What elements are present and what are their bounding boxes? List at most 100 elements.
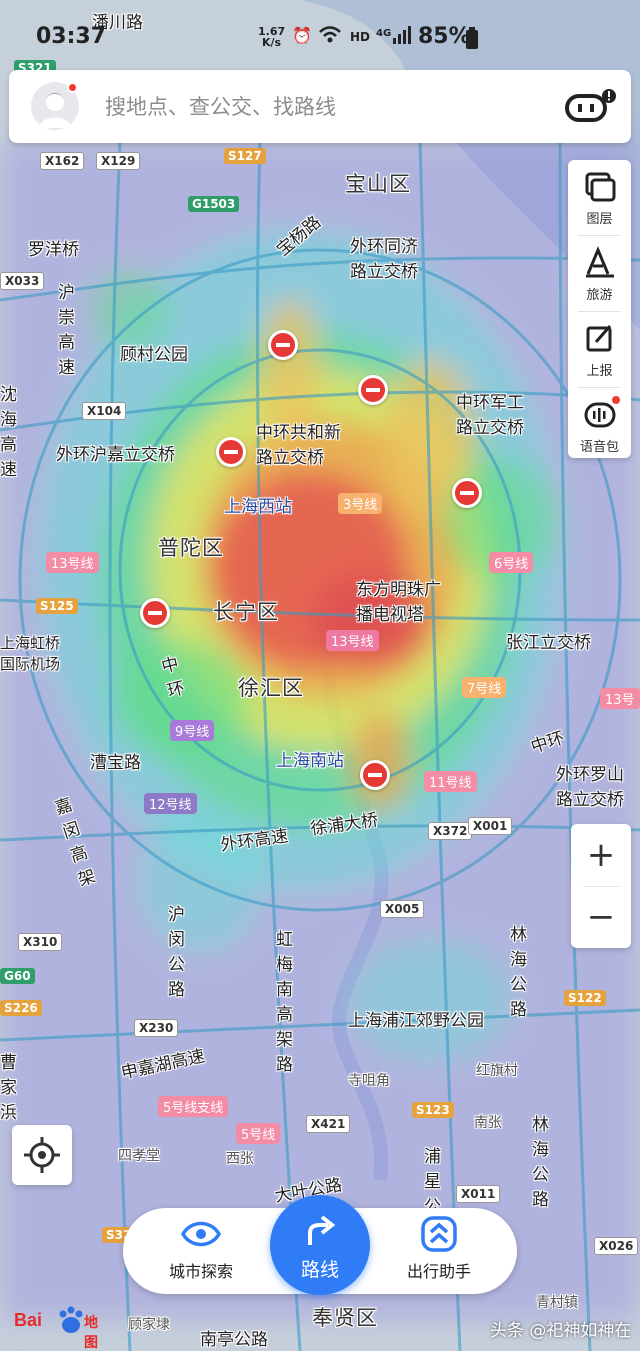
road-closure-icon[interactable]	[358, 375, 388, 405]
locate-icon	[24, 1137, 60, 1173]
map-label: 南亭公路	[200, 1330, 268, 1350]
map-label: 寺咀角	[348, 1073, 390, 1089]
road-shield: X230	[134, 1019, 179, 1037]
city-explore-label: 城市探索	[168, 1262, 233, 1281]
road-shield: G60	[0, 968, 35, 984]
map-label-district: 奉贤区	[312, 1306, 378, 1330]
map-label: 上海西站	[224, 497, 292, 517]
search-input[interactable]	[105, 88, 485, 126]
travel-assistant-button[interactable]: 出行助手	[379, 1208, 499, 1294]
divider	[578, 235, 621, 236]
road-shield: X104	[82, 402, 127, 420]
metro-line-tag: 5号线	[236, 1123, 281, 1144]
travel-button[interactable]: 旅游	[568, 236, 631, 310]
city-explore-button[interactable]: 城市探索	[141, 1208, 261, 1294]
metro-line-tag: 6号线	[489, 552, 534, 573]
alarm-icon: ⏰	[292, 26, 312, 45]
voice-pack-button[interactable]: 语音包	[568, 388, 631, 462]
map-label: 外环同济路立交桥	[350, 237, 418, 282]
map-label: 上海虹桥国际机场	[0, 634, 61, 673]
travel-icon	[586, 246, 614, 278]
divider	[578, 311, 621, 312]
assistant-icon	[421, 1216, 457, 1252]
report-icon	[586, 325, 612, 352]
road-shield: S122	[564, 990, 606, 1006]
road-closure-icon[interactable]	[360, 760, 390, 790]
map-label-district: 长宁区	[213, 600, 279, 624]
cell-type: 4G	[376, 28, 392, 39]
baidu-map-logo: Bai 地图	[14, 1304, 106, 1351]
brand-name: Bai	[14, 1310, 43, 1330]
wifi-icon	[318, 26, 342, 48]
road-shield: X026	[594, 1237, 639, 1255]
map-label-district: 普陀区	[158, 536, 224, 560]
tool-label: 上报	[586, 364, 613, 379]
map-label: 中环军工路立交桥	[456, 393, 524, 438]
route-button[interactable]: 路线	[270, 1195, 370, 1295]
map-label: 潘川路	[92, 13, 143, 33]
search-bar[interactable]	[9, 70, 631, 143]
divider	[583, 886, 619, 887]
tool-label: 图层	[586, 212, 613, 227]
metro-line-tag: 13号线	[46, 552, 99, 573]
road-closure-icon[interactable]	[452, 478, 482, 508]
zoom-in-button[interactable]: +	[586, 835, 616, 875]
road-shield: X421	[306, 1115, 351, 1133]
status-bar: 03:37 1.67 K/s ⏰ HD 4G 85%	[0, 0, 640, 62]
map-label: 红旗村	[476, 1063, 518, 1079]
layers-icon	[585, 172, 616, 202]
status-time: 03:37	[36, 24, 107, 49]
road-shield: X011	[456, 1185, 501, 1203]
route-arrow-icon	[308, 1215, 336, 1245]
metro-line-tag: 7号线	[462, 677, 507, 698]
map-label: 沈海高速	[0, 385, 17, 480]
road-closure-icon[interactable]	[140, 598, 170, 628]
road-shield: G1503	[188, 196, 240, 212]
map-label: 上海南站	[276, 751, 344, 771]
network-speed: 1.67 K/s	[258, 25, 286, 49]
voice-pack-icon	[584, 402, 616, 428]
road-shield: S125	[36, 598, 78, 614]
brand-suffix: 地图	[84, 1315, 98, 1351]
metro-line-tag: 11号线	[424, 771, 477, 792]
road-shield: X129	[96, 152, 141, 170]
road-shield: X310	[18, 933, 63, 951]
road-closure-icon[interactable]	[216, 437, 246, 467]
map-label: 林海公路	[532, 1115, 549, 1210]
map-label: 顾村公园	[120, 345, 188, 365]
signal-icon	[392, 26, 412, 48]
map-label: 西张	[226, 1151, 254, 1167]
map-label: 东方明珠广播电视塔	[356, 580, 441, 625]
tool-label: 语音包	[579, 440, 619, 455]
voice-assistant-icon[interactable]	[565, 88, 617, 126]
report-button[interactable]: 上报	[568, 312, 631, 386]
metro-line-tag: 13号	[600, 688, 640, 709]
map-label: 上海浦江郊野公园	[348, 1011, 484, 1031]
map-label: 中环共和新路立交桥	[256, 423, 341, 468]
map-label: 外环沪嘉立交桥	[56, 445, 175, 465]
watermark: 头条 @祀神如神在	[490, 1321, 632, 1341]
road-closure-icon[interactable]	[268, 330, 298, 360]
map-label: 张江立交桥	[506, 633, 591, 653]
locate-button[interactable]	[12, 1125, 72, 1185]
map-toolbar: 图层 旅游 上报 语音包	[568, 160, 631, 458]
zoom-out-button[interactable]: −	[586, 897, 616, 937]
layers-button[interactable]: 图层	[568, 160, 631, 234]
road-shield: X001	[468, 817, 513, 835]
road-shield: X033	[0, 272, 45, 290]
hd-indicator: HD	[350, 30, 371, 44]
zoom-control: + −	[571, 824, 631, 948]
metro-line-tag: 9号线	[170, 720, 215, 741]
metro-line-tag: 3号线	[338, 493, 383, 514]
map-label: 青村镇	[536, 1295, 578, 1311]
map-label: 南张	[474, 1115, 502, 1131]
metro-line-tag: 5号线支线	[158, 1096, 229, 1117]
notification-dot	[612, 396, 620, 404]
road-shield: S127	[224, 148, 266, 164]
battery-icon	[466, 27, 478, 53]
map-label: 外环罗山路立交桥	[556, 765, 624, 810]
paw-icon	[59, 1306, 83, 1333]
map-label: 顾家埭	[128, 1317, 170, 1333]
road-shield: X162	[40, 152, 85, 170]
divider	[578, 387, 621, 388]
